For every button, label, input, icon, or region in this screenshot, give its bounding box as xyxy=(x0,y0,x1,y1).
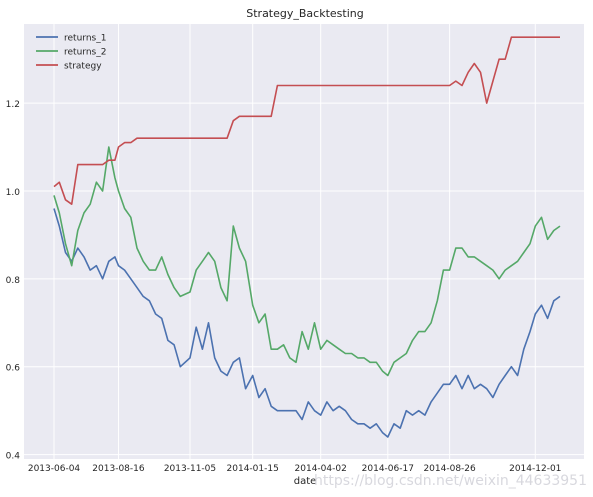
legend: returns_1 returns_2 strategy xyxy=(36,34,106,72)
x-tick-label: 2013-08-16 xyxy=(92,464,145,474)
x-tick-label: 2014-04-02 xyxy=(295,464,347,474)
legend-label: strategy xyxy=(64,62,102,72)
y-tick-label: 1.2 xyxy=(6,100,20,110)
watermark: https://blog.csdn.net/weixin_44633951 xyxy=(313,473,587,489)
grid xyxy=(24,24,584,459)
series-line-returns-2 xyxy=(53,146,561,377)
plot-area xyxy=(24,24,584,459)
x-axis-label: date xyxy=(294,476,317,487)
x-tick-label: 2014-01-15 xyxy=(227,464,279,474)
x-tick-label: 2014-06-17 xyxy=(362,464,414,474)
legend-label: returns_1 xyxy=(64,34,106,44)
x-tick-label: 2013-11-05 xyxy=(164,464,216,474)
series-line-returns-1 xyxy=(53,208,561,438)
chart-title: Strategy_Backtesting xyxy=(246,7,363,20)
y-tick-label: 0.8 xyxy=(6,276,21,286)
legend-label: returns_2 xyxy=(64,48,106,58)
y-tick-label: 0.4 xyxy=(6,452,21,462)
y-tick-label: 0.6 xyxy=(6,364,21,374)
y-tick-label: 1.0 xyxy=(6,188,21,198)
tick-labels: 0.4 0.6 0.8 1.0 1.2 2013-06-04 2013-08-16 2013-… xyxy=(6,100,562,474)
x-tick-label: 2014-12-01 xyxy=(509,464,561,474)
series-line-strategy xyxy=(53,36,560,205)
series-layer xyxy=(53,36,561,438)
x-tick-label: 2014-08-26 xyxy=(423,464,476,474)
x-tick-label: 2013-06-04 xyxy=(28,464,81,474)
